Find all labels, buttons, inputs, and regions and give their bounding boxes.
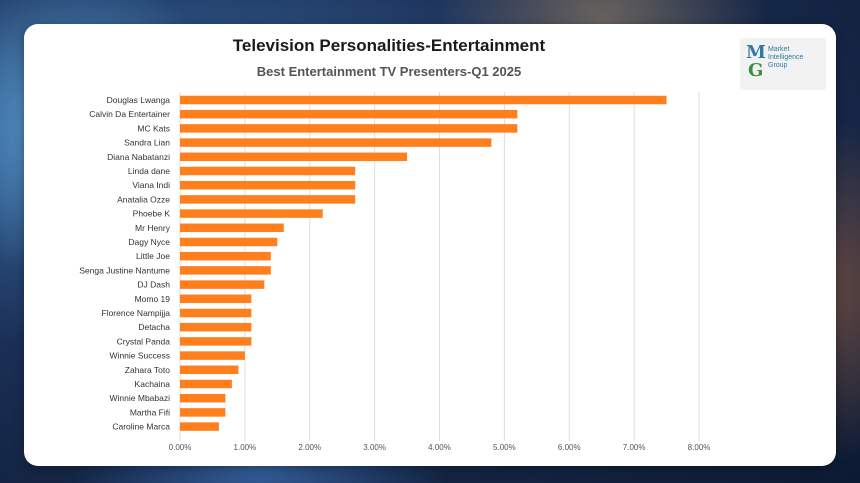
category-label: Caroline Marca	[112, 422, 170, 432]
bar	[180, 393, 226, 403]
chart-card: Television Personalities-Entertainment B…	[24, 24, 836, 466]
category-label: Phoebe K	[133, 209, 171, 219]
bar	[180, 365, 239, 375]
logo-line-intelligence: Intelligence	[768, 54, 804, 61]
logo-line-market: Market	[768, 46, 790, 53]
bar	[180, 266, 271, 275]
logo-letter-m: M	[746, 42, 766, 63]
category-label: Mr Henry	[135, 223, 171, 233]
bar-chart: Douglas Lwanga Calvin Da Entertainer MC Ka…	[79, 92, 711, 452]
bar	[180, 195, 356, 204]
chart-title: Television Personalities-Entertainment	[232, 36, 546, 55]
category-label: Anatalia Ozze	[117, 194, 170, 204]
bar	[180, 379, 232, 389]
logo-letter-g: G	[748, 60, 764, 81]
bar	[180, 109, 518, 119]
x-tick-label: 0.00%	[169, 443, 192, 452]
category-label: Florence Nampijja	[102, 308, 171, 318]
bar	[180, 422, 219, 431]
x-tick-label: 5.00%	[493, 443, 516, 452]
logo-line-group: Group	[768, 62, 788, 69]
bar	[180, 95, 667, 105]
category-label: Diana Nabatanzi	[107, 152, 170, 162]
bar	[180, 251, 271, 261]
bar	[180, 308, 252, 318]
x-tick-label: 7.00%	[623, 443, 646, 452]
category-label: Dagy Nyce	[128, 237, 170, 247]
chart-subtitle: Best Entertainment TV Presenters-Q1 2025	[256, 64, 522, 79]
category-label: Sandra Lian	[124, 138, 170, 148]
category-label: Douglas Lwanga	[107, 95, 171, 105]
category-label: Zahara Toto	[125, 365, 170, 375]
bar	[180, 223, 284, 233]
category-label: Momo 19	[135, 294, 171, 304]
bar	[180, 280, 265, 289]
logo-text: Market Intelligence Group	[768, 46, 824, 70]
category-label: Crystal Panda	[117, 336, 171, 346]
x-tick-label: 3.00%	[363, 443, 386, 452]
bar	[180, 180, 356, 190]
x-tick-label: 4.00%	[428, 443, 451, 452]
category-label: Senga Justine Nantume	[79, 265, 170, 275]
category-label: Kachaina	[135, 379, 171, 389]
x-tick-label: 2.00%	[298, 443, 321, 452]
bar	[180, 294, 252, 304]
x-tick-label: 8.00%	[688, 443, 711, 452]
logo-mark: M G	[746, 44, 766, 84]
company-logo: M G Market Intelligence Group	[740, 38, 826, 90]
bar	[180, 209, 323, 218]
category-label: Detacha	[138, 322, 170, 332]
category-label: Linda dane	[128, 166, 170, 176]
bar	[180, 351, 245, 360]
category-label: Viana Indi	[132, 180, 170, 190]
category-label: Winnie Mbabazi	[110, 393, 171, 403]
x-tick-label: 6.00%	[558, 443, 581, 452]
category-label: Martha Fifi	[130, 407, 170, 417]
category-label: Calvin Da Entertainer	[89, 109, 170, 119]
bar	[180, 124, 518, 133]
bar	[180, 138, 492, 147]
category-label: MC Kats	[137, 123, 170, 133]
category-label: Little Joe	[136, 251, 170, 261]
x-tick-label: 1.00%	[234, 443, 257, 452]
bar	[180, 408, 226, 417]
bar	[180, 337, 252, 346]
bar	[180, 166, 356, 176]
bar	[180, 322, 252, 332]
bar	[180, 237, 278, 247]
bar	[180, 152, 408, 162]
category-label: DJ Dash	[137, 280, 170, 290]
category-label: Winnie Success	[110, 351, 170, 361]
